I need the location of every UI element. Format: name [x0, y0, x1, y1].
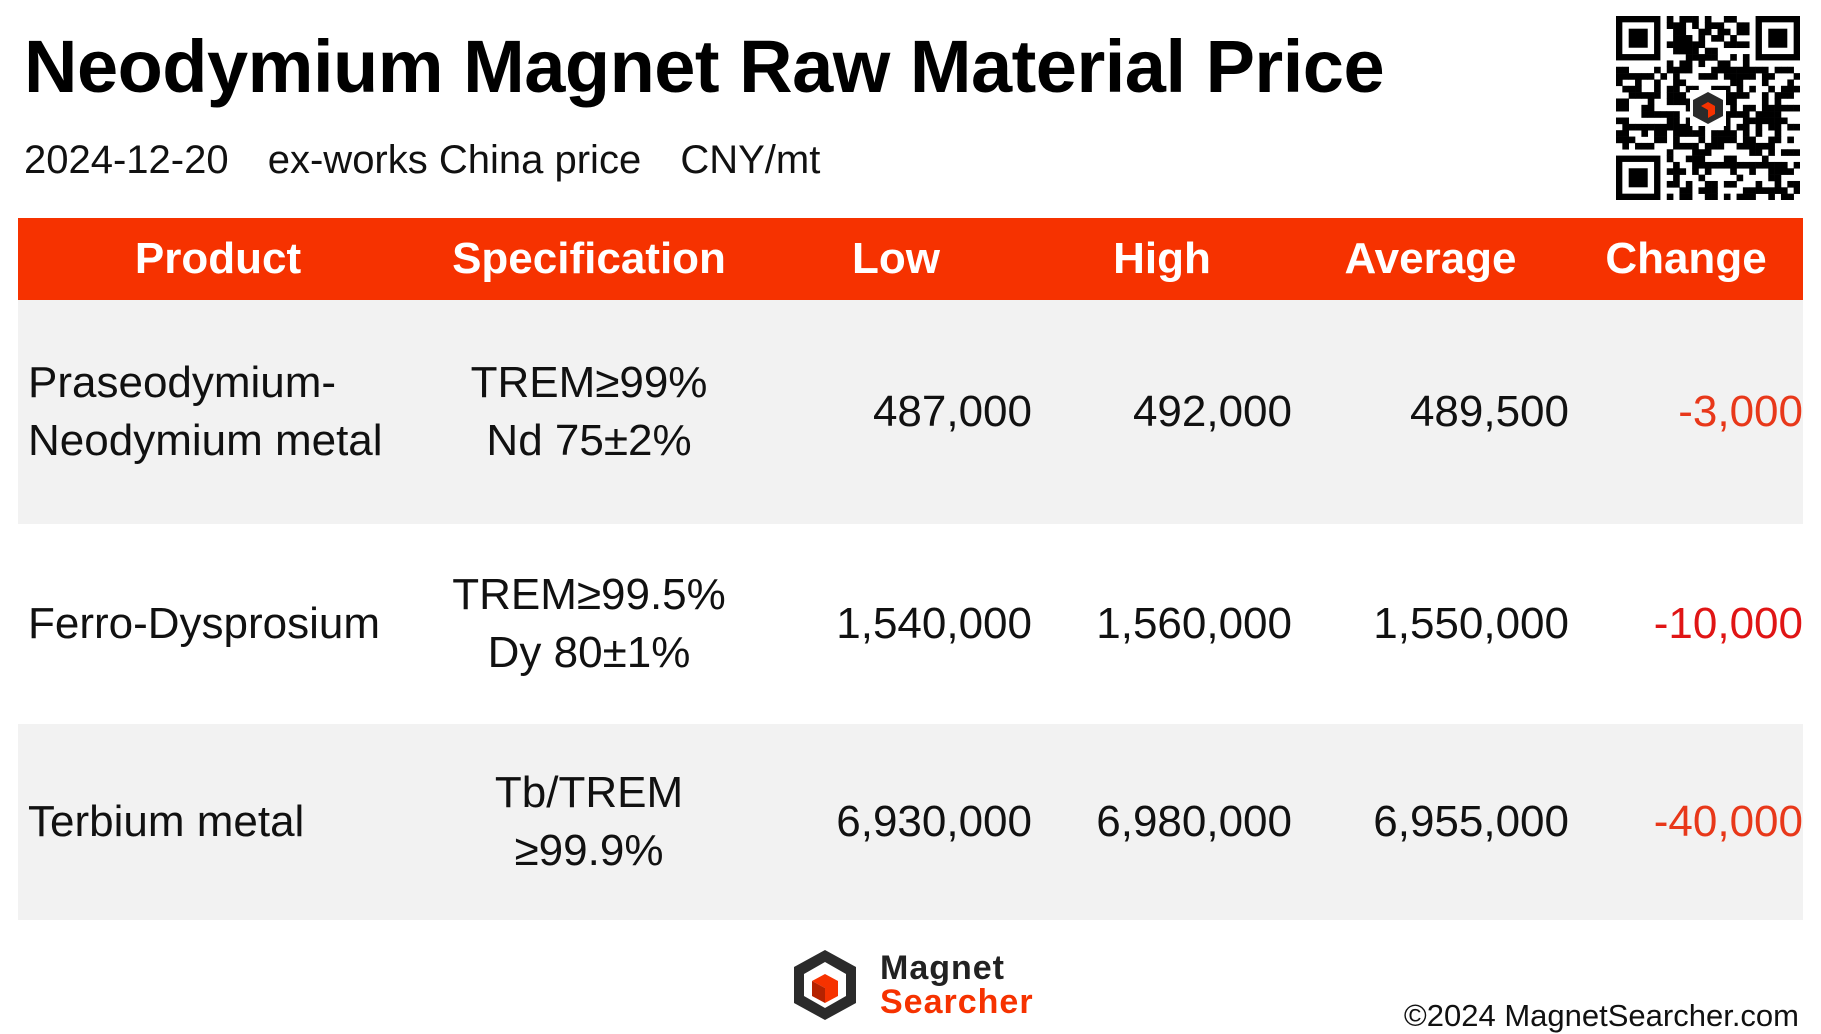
price-change-cell: -40,000: [1653, 797, 1803, 846]
high-price-cell: 1,560,000: [1096, 599, 1292, 648]
product-cell: Ferro-Dysprosium: [18, 595, 418, 653]
copyright-notice: ©2024 MagnetSearcher.com: [1403, 998, 1799, 1033]
low-price-cell: 1,540,000: [836, 599, 1032, 648]
average-price-cell: 6,955,000: [1373, 797, 1569, 846]
average-price-cell: 489,500: [1409, 387, 1569, 436]
price-basis: ex-works China price: [267, 138, 642, 182]
column-header-low: Low: [852, 234, 940, 283]
specification-line: Tb/TREM: [494, 768, 684, 817]
column-header-change: Change: [1605, 234, 1767, 283]
product-name-line: Praseodymium-: [28, 358, 337, 407]
average-price-cell: 1,550,000: [1373, 599, 1569, 648]
price-change-cell: -3,000: [1678, 387, 1803, 436]
column-header-high: High: [1113, 234, 1211, 283]
low-price-cell: 487,000: [872, 387, 1032, 436]
price-date: 2024-12-20: [24, 138, 229, 182]
subtitle: 2024-12-20 ex-works China price CNY/mt: [24, 138, 848, 183]
table-row: Ferro-Dysprosium TREM≥99.5% Dy 80±1% 1,5…: [18, 524, 1803, 724]
column-header-specification: Specification: [452, 234, 726, 283]
qr-code-icon[interactable]: [1616, 16, 1800, 200]
magnet-searcher-logo-icon: [794, 950, 856, 1020]
product-name-line: Neodymium metal: [28, 416, 383, 465]
specification-line: Dy 80±1%: [487, 628, 691, 677]
specification-line: Nd 75±2%: [486, 416, 692, 465]
specification-cell: TREM≥99.5% Dy 80±1%: [418, 566, 760, 682]
high-price-cell: 6,980,000: [1096, 797, 1292, 846]
product-name-line: Terbium metal: [28, 797, 305, 846]
column-header-product: Product: [134, 234, 302, 283]
product-cell: Praseodymium- Neodymium metal: [18, 354, 418, 470]
logo-wordmark: Magnet Searcher: [880, 951, 1034, 1019]
table-header: Product Specification Low High Average C…: [18, 218, 1803, 300]
specification-cell: TREM≥99% Nd 75±2%: [418, 354, 760, 470]
specification-line: TREM≥99%: [470, 358, 708, 407]
page-title: Neodymium Magnet Raw Material Price: [24, 25, 1385, 108]
specification-line: ≥99.9%: [514, 826, 664, 875]
high-price-cell: 492,000: [1132, 387, 1292, 436]
product-cell: Terbium metal: [18, 793, 418, 851]
logo-text-searcher: Searcher: [880, 983, 1034, 1021]
column-header-average: Average: [1344, 234, 1517, 283]
price-unit: CNY/mt: [680, 138, 821, 182]
specification-cell: Tb/TREM ≥99.9%: [418, 764, 760, 880]
low-price-cell: 6,930,000: [836, 797, 1032, 846]
magnet-searcher-logo[interactable]: Magnet Searcher: [788, 948, 1034, 1022]
table-row: Praseodymium- Neodymium metal TREM≥99% N…: [18, 300, 1803, 524]
table-row: Terbium metal Tb/TREM ≥99.9% 6,930,000 6…: [18, 724, 1803, 920]
product-name-line: Ferro-Dysprosium: [28, 599, 381, 648]
specification-line: TREM≥99.5%: [452, 570, 726, 619]
price-change-cell: -10,000: [1653, 599, 1803, 648]
logo-text-magnet: Magnet: [880, 949, 1005, 987]
price-table: Product Specification Low High Average C…: [18, 218, 1803, 920]
